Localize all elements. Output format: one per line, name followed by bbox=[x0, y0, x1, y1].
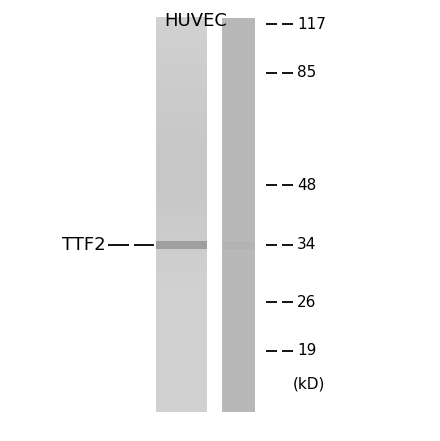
Bar bbox=[156, 254, 207, 261]
Bar bbox=[156, 149, 207, 156]
Bar bbox=[156, 50, 207, 57]
Bar bbox=[156, 76, 207, 83]
Text: 85: 85 bbox=[297, 65, 316, 80]
Bar bbox=[156, 37, 207, 44]
Bar bbox=[156, 90, 207, 97]
Bar bbox=[156, 353, 207, 360]
Bar bbox=[156, 202, 207, 209]
Bar bbox=[156, 346, 207, 353]
Bar bbox=[156, 340, 207, 347]
Bar bbox=[156, 70, 207, 77]
Bar bbox=[156, 123, 207, 130]
Bar bbox=[156, 300, 207, 307]
Bar bbox=[156, 155, 207, 162]
Bar bbox=[156, 280, 207, 288]
Bar bbox=[156, 63, 207, 70]
Bar bbox=[156, 379, 207, 386]
Bar bbox=[156, 57, 207, 64]
Bar bbox=[156, 116, 207, 123]
Text: 48: 48 bbox=[297, 178, 316, 193]
Bar bbox=[156, 306, 207, 314]
Bar bbox=[156, 188, 207, 195]
Bar bbox=[156, 182, 207, 189]
Bar bbox=[156, 241, 207, 249]
Bar bbox=[156, 215, 207, 221]
Bar bbox=[156, 333, 207, 340]
Text: HUVEC: HUVEC bbox=[165, 12, 227, 30]
Bar bbox=[156, 392, 207, 399]
Bar bbox=[156, 103, 207, 110]
Bar bbox=[156, 294, 207, 300]
Bar bbox=[156, 320, 207, 327]
Bar bbox=[156, 129, 207, 136]
Text: 19: 19 bbox=[297, 343, 316, 358]
Text: (kD): (kD) bbox=[293, 376, 325, 391]
Bar bbox=[156, 385, 207, 392]
Bar bbox=[156, 208, 207, 215]
Bar bbox=[156, 195, 207, 202]
Bar bbox=[156, 267, 207, 274]
Text: 26: 26 bbox=[297, 295, 316, 310]
Bar bbox=[156, 44, 207, 51]
Bar bbox=[156, 405, 207, 412]
Bar bbox=[156, 313, 207, 320]
Bar bbox=[156, 241, 207, 248]
Bar bbox=[156, 326, 207, 333]
Bar bbox=[156, 168, 207, 176]
Bar bbox=[156, 96, 207, 103]
Bar bbox=[156, 399, 207, 406]
Bar bbox=[156, 234, 207, 241]
Bar bbox=[156, 109, 207, 116]
Text: TTF2: TTF2 bbox=[62, 236, 106, 254]
Bar bbox=[156, 366, 207, 373]
Bar bbox=[156, 359, 207, 366]
Text: 34: 34 bbox=[297, 237, 316, 252]
Bar bbox=[156, 83, 207, 90]
Text: 117: 117 bbox=[297, 17, 326, 32]
Bar bbox=[156, 175, 207, 182]
Bar bbox=[222, 241, 255, 249]
Bar bbox=[156, 247, 207, 254]
Bar bbox=[156, 261, 207, 268]
Bar bbox=[222, 18, 255, 412]
Bar bbox=[156, 221, 207, 228]
Bar bbox=[156, 142, 207, 149]
Bar bbox=[156, 228, 207, 235]
Bar bbox=[156, 162, 207, 169]
Bar bbox=[156, 30, 207, 37]
Bar bbox=[156, 24, 207, 31]
Bar bbox=[156, 136, 207, 142]
Bar bbox=[156, 287, 207, 294]
Bar bbox=[156, 17, 207, 24]
Bar bbox=[156, 372, 207, 379]
Bar bbox=[156, 274, 207, 281]
